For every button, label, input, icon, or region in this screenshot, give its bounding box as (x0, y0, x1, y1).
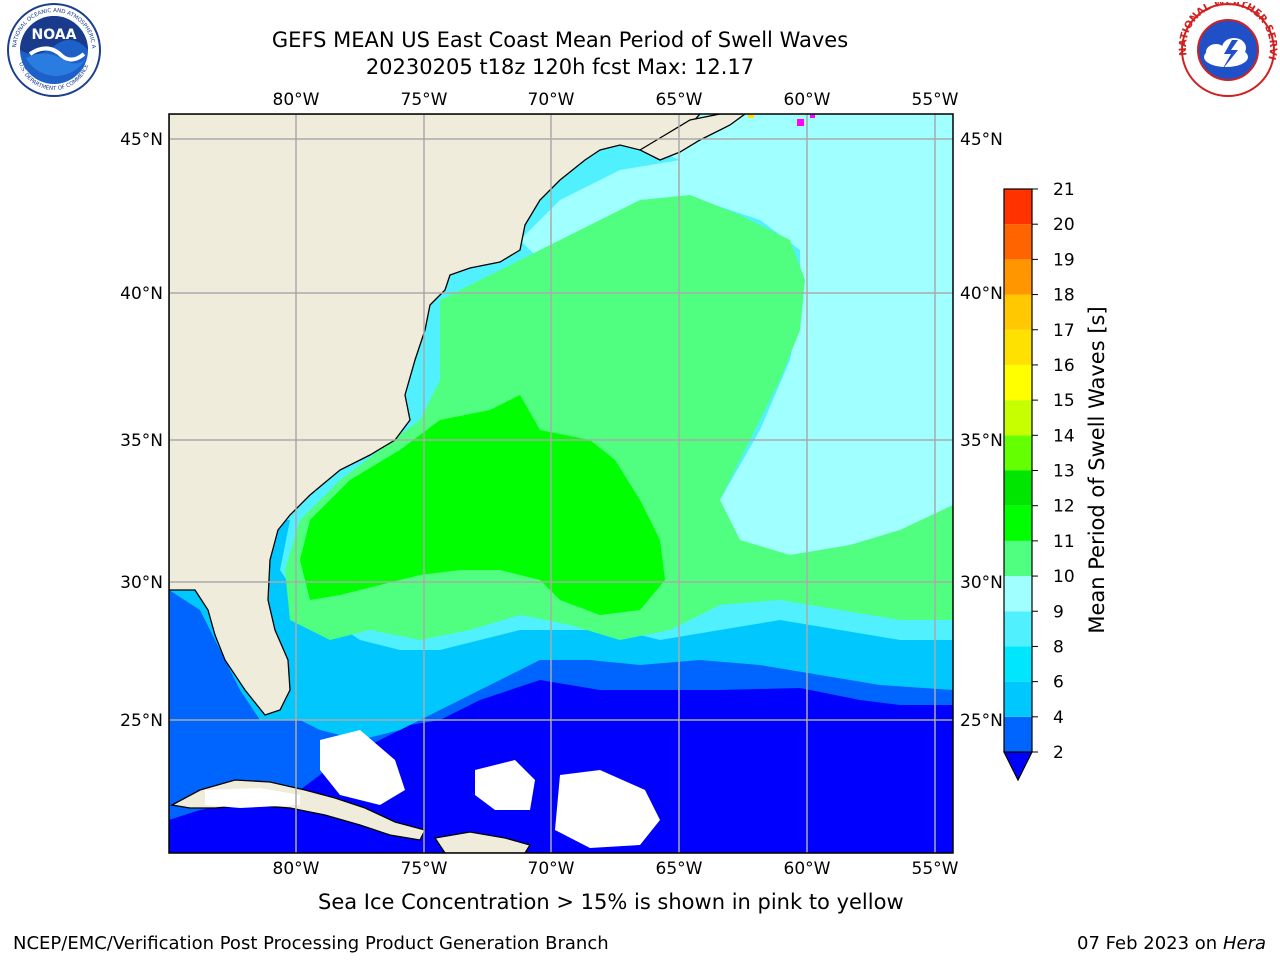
land-north-america (169, 114, 701, 716)
lon-label-top: 70°W (528, 90, 575, 110)
lat-label-left: 25°N (120, 711, 163, 731)
colorbar-segment (1004, 400, 1032, 436)
colorbar-tick-label: 16 (1053, 356, 1075, 376)
lon-label-top: 60°W (784, 90, 831, 110)
colorbar-tick-label: 9 (1053, 602, 1064, 622)
colorbar-segment (1004, 576, 1032, 612)
date-stamp: 07 Feb 2023 on Hera (1077, 933, 1266, 954)
map-grid (169, 114, 953, 853)
lon-label-bottom: 60°W (784, 859, 831, 879)
colorbar-tick-label: 10 (1053, 567, 1075, 587)
lat-label-left: 30°N (120, 573, 163, 593)
colorbar-tick-label: 2 (1053, 743, 1064, 763)
colorbar-tick-label: 15 (1053, 391, 1075, 411)
colorbar-segment (1004, 611, 1032, 647)
mask-south-1 (475, 760, 535, 810)
colorbar (1003, 188, 1033, 782)
date-text: 07 Feb 2023 on (1077, 933, 1218, 954)
nws-logo-icon: NATIONAL WEATHER SERVICE (1176, 2, 1278, 97)
sea-ice-marker (810, 114, 815, 118)
sea-ice-marker (748, 114, 754, 118)
colorbar-tick-label: 12 (1053, 497, 1075, 517)
colorbar-tick-label: 11 (1053, 532, 1075, 552)
colorbar-segment (1004, 681, 1032, 717)
machine-name: Hera (1222, 933, 1266, 954)
colorbar-tick-label: 8 (1053, 637, 1064, 657)
lon-label-top: 65°W (656, 90, 703, 110)
colorbar-segment (1004, 329, 1032, 365)
field-band-9-10 (520, 114, 953, 580)
land-nova-scotia (638, 114, 747, 161)
mask-cuba-inner (205, 788, 300, 808)
colorbar-tick-label: 17 (1053, 321, 1075, 341)
lon-label-bottom: 65°W (656, 859, 703, 879)
noaa-logo-icon: NOAA NATIONAL OCEANIC AND ATMOSPHERIC AD… (2, 2, 101, 97)
lon-label-top: 55°W (912, 90, 959, 110)
colorbar-segment (1004, 224, 1032, 260)
field-band-11-12 (300, 395, 665, 615)
lat-label-right: 30°N (960, 573, 1003, 593)
colorbar-segment (1004, 189, 1032, 225)
lat-label-right: 40°N (960, 284, 1003, 304)
colorbar-segment (1004, 470, 1032, 506)
lon-label-top: 75°W (401, 90, 448, 110)
colorbar-segment (1004, 259, 1032, 295)
land-hispaniola (433, 831, 532, 853)
credit-text: NCEP/EMC/Verification Post Processing Pr… (13, 933, 609, 954)
lat-label-right: 45°N (960, 130, 1003, 150)
colorbar-tick-label: 13 (1053, 462, 1075, 482)
lat-label-left: 40°N (120, 284, 163, 304)
colorbar-extend-low (1003, 751, 1033, 782)
sea-ice-note: Sea Ice Concentration > 15% is shown in … (318, 890, 904, 914)
sea-ice-marker (797, 119, 804, 126)
colorbar-segment (1004, 364, 1032, 401)
colorbar-tick-label: 18 (1053, 286, 1075, 306)
svg-text:NOAA: NOAA (32, 27, 77, 43)
colorbar-segment (1004, 435, 1032, 471)
chart-title: GEFS MEAN US East Coast Mean Period of S… (271, 28, 849, 52)
map-frame (168, 113, 954, 854)
lat-label-right: 35°N (960, 431, 1003, 451)
lon-label-bottom: 75°W (401, 859, 448, 879)
lon-label-bottom: 80°W (273, 859, 320, 879)
lon-label-top: 80°W (273, 90, 320, 110)
colorbar-tick-label: 20 (1053, 215, 1075, 235)
colorbar-tick-label: 6 (1053, 673, 1064, 693)
colorbar-segment (1004, 294, 1032, 330)
colorbar-tick-label: 19 (1053, 250, 1075, 270)
mask-bahamas (320, 730, 405, 805)
colorbar-label: Mean Period of Swell Waves [s] (1085, 306, 1109, 634)
colorbar-segment (1004, 505, 1032, 541)
colorbar-tick-label: 4 (1053, 708, 1064, 728)
lat-label-left: 35°N (120, 431, 163, 451)
lat-label-left: 45°N (120, 130, 163, 150)
colorbar-segment (1004, 646, 1032, 682)
mask-south-2 (555, 770, 660, 848)
colorbar-tick-label: 21 (1053, 180, 1075, 200)
colorbar-segment (1004, 540, 1032, 577)
chart-subtitle: 20230205 t18z 120h fcst Max: 12.17 (365, 55, 755, 79)
lat-label-right: 25°N (960, 711, 1003, 731)
lon-label-bottom: 70°W (528, 859, 575, 879)
lon-label-bottom: 55°W (912, 859, 959, 879)
colorbar-tick-label: 14 (1053, 426, 1075, 446)
colorbar-segment (1004, 716, 1032, 752)
